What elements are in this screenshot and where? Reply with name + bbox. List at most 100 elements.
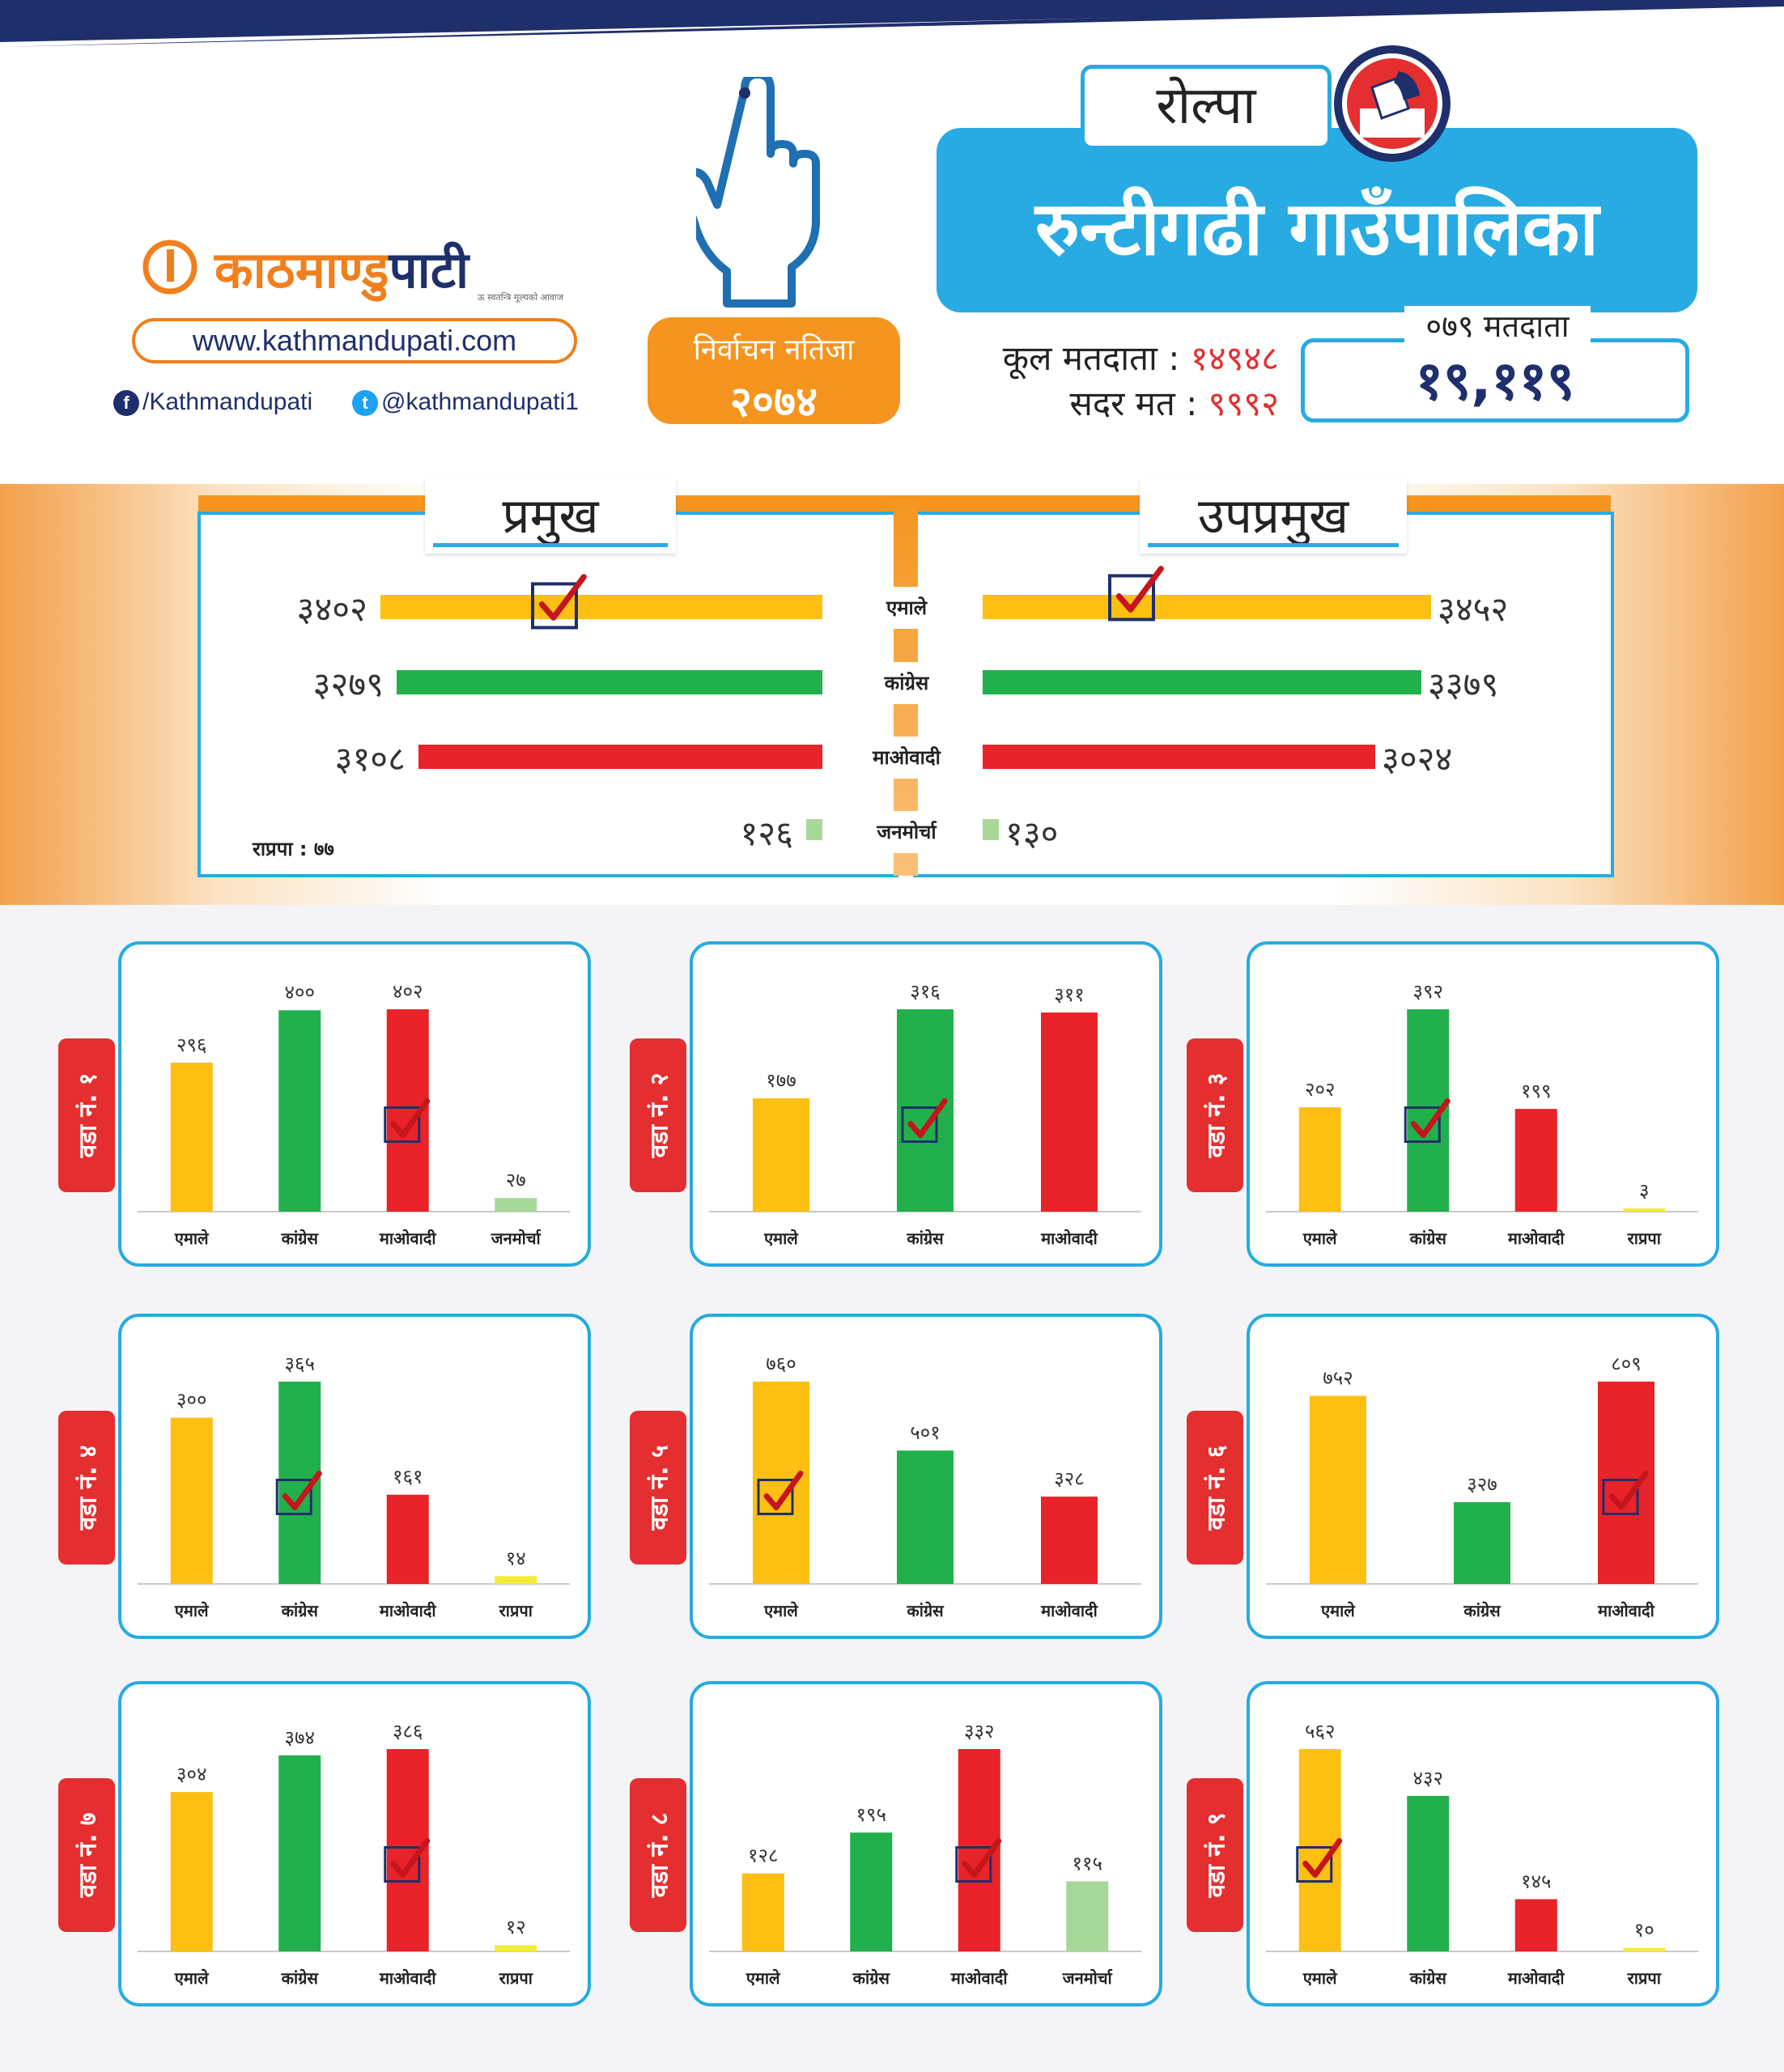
party-label-1: कांग्रेस [850, 662, 963, 704]
ward-chart-6: ७५२ एमाले ३२७ कांग्रेस ८०९ माओवादी [1266, 1352, 1698, 1620]
municipality-title: रुन्टीगढी गाउँपालिका [937, 128, 1697, 312]
category-label: एमाले [174, 1229, 210, 1248]
voters-079-label: ०७९ मतदाता [1404, 306, 1591, 346]
bar-एमाले [1298, 1107, 1341, 1212]
bar-माओवादी [386, 1494, 429, 1584]
category-label: कांग्रेस [1463, 1601, 1502, 1620]
deputy-bar-0 [983, 595, 1431, 619]
winner-check-icon [1404, 1098, 1451, 1143]
facebook-link[interactable]: f/Kathmandupati [113, 388, 312, 417]
top-band [0, 0, 1784, 47]
voters-079-box: १९,११९ [1301, 338, 1689, 422]
valid-votes-value: ९९९२ [1208, 384, 1279, 423]
data-label: ११५ [1073, 1852, 1102, 1875]
winner-check-icon [901, 1098, 948, 1143]
ward-title: वडा नं. ४ [74, 1445, 103, 1531]
ward-title: वडा नं. ७ [74, 1812, 103, 1898]
data-label: ३०० [176, 1389, 206, 1412]
data-label: ३११ [1054, 983, 1084, 1006]
deputy-value-3: १३० [1005, 813, 1059, 853]
data-label: १० [1634, 1919, 1654, 1942]
bar-एमाले [170, 1792, 213, 1951]
bar-जनमोर्चा [495, 1198, 537, 1212]
deputy-value-1: ३३७९ [1428, 664, 1499, 704]
data-label: ३८६ [393, 1720, 423, 1743]
bar-एमाले [170, 1417, 213, 1584]
ward-label-7: वडा नं. ७ [58, 1778, 115, 1932]
ward-chart-1: २९६ एमाले ४०० कांग्रेस ४०२ माओवादी २७ जनमोर्चा [138, 980, 570, 1248]
category-label: कांग्रेस [281, 1229, 320, 1248]
ward-card-7: ३०४ एमाले ३७४ कांग्रेस ३८६ माओवादी १२ राप्रपा [118, 1681, 591, 2006]
data-label: ५०१ [910, 1421, 940, 1444]
category-label: राप्रपा [1627, 1968, 1662, 1988]
category-label: एमाले [174, 1968, 210, 1988]
party-label-2: माओवादी [850, 737, 963, 779]
data-label: ५६२ [1305, 1720, 1335, 1743]
ward-title: वडा नं. ९ [1202, 1812, 1231, 1898]
category-label: कांग्रेस [906, 1229, 945, 1248]
twitter-link[interactable]: t @kathmandupati1 [352, 388, 579, 417]
ballot-box-icon [1334, 45, 1451, 162]
ward-title: वडा नं. ८ [645, 1812, 674, 1898]
bar-एमाले [170, 1062, 213, 1212]
ward-card-6: ७५२ एमाले ३२७ कांग्रेस ८०९ माओवादी [1247, 1314, 1719, 1639]
category-label: राप्रपा [1627, 1229, 1662, 1248]
winner-check-icon [1602, 1471, 1649, 1515]
website-link[interactable]: www.kathmandupati.com [132, 318, 577, 363]
ward-label-9: वडा नं. ९ [1187, 1778, 1243, 1932]
data-label: १४ [506, 1547, 526, 1569]
winner-check-icon [955, 1838, 1002, 1883]
category-label: एमाले [1302, 1229, 1338, 1248]
ward-chart-2: १७७ एमाले ३१६ कांग्रेस ३११ माओवादी [709, 980, 1141, 1248]
data-label: १९९ [1521, 1080, 1551, 1102]
category-label: जनमोर्चा [491, 1229, 542, 1248]
chief-bar-0 [380, 595, 822, 619]
chief-value-2: ३१०८ [334, 739, 406, 779]
deputy-winner-check-icon [1108, 566, 1164, 622]
bar-एमाले [753, 1382, 809, 1584]
ward-chart-7: ३०४ एमाले ३७४ कांग्रेस ३८६ माओवादी १२ राप्रपा [138, 1720, 570, 1988]
ward-title: वडा नं. ५ [645, 1445, 674, 1531]
bar-कांग्रेस [1454, 1501, 1510, 1584]
ward-chart-8: १२८ एमाले १९५ कांग्रेस ३३२ माओवादी ११५ जनमोर्च… [709, 1720, 1141, 1988]
data-label: १९५ [856, 1803, 886, 1826]
bar-राप्रपा [1623, 1947, 1666, 1951]
chief-value-0: ३४०२ [296, 589, 367, 629]
deputy-bar-1 [983, 670, 1421, 694]
category-label: एमाले [763, 1229, 799, 1248]
data-label: ४०० [285, 981, 315, 1004]
ward-card-9: ५६२ एमाले ४३२ कांग्रेस १४५ माओवादी १० राप्रपा [1247, 1681, 1719, 2006]
data-label: ७५२ [1323, 1367, 1353, 1390]
data-label: ३२८ [1054, 1467, 1084, 1490]
logo-tagline: ऊ स्वतन्त्रि मूल्यको आवाज [478, 292, 563, 303]
chief-value-1: ३२७९ [312, 664, 384, 704]
deputy-value-0: ३४५२ [1438, 589, 1509, 629]
category-label: राप्रपा [499, 1968, 533, 1988]
ward-label-2: वडा नं. २ [630, 1038, 686, 1192]
bar-कांग्रेस [850, 1832, 893, 1951]
data-label: ३०४ [176, 1763, 206, 1785]
bar-जनमोर्चा [1066, 1881, 1109, 1951]
ward-label-3: वडा नं. ३ [1187, 1038, 1243, 1192]
deputy-tab: उपप्रमुख [1140, 479, 1407, 554]
category-label: कांग्रेस [852, 1968, 891, 1988]
ward-title: वडा नं. ६ [1202, 1445, 1231, 1531]
ward-title: वडा नं. २ [645, 1072, 674, 1158]
ward-label-4: वडा नं. ४ [58, 1411, 115, 1565]
winner-check-icon [275, 1471, 322, 1515]
logo-mark-icon [142, 240, 198, 295]
category-label: कांग्रेस [1409, 1229, 1448, 1248]
chief-tab: प्रमुख [425, 479, 676, 554]
ward-chart-3: २०२ एमाले ३९२ कांग्रेस १९९ माओवादी ३ राप्रपा [1266, 980, 1698, 1248]
ward-label-1: वडा नं. १ [58, 1038, 115, 1192]
inked-finger-icon [696, 77, 820, 308]
ward-label-8: वडा नं. ८ [630, 1778, 686, 1932]
category-label: एमाले [174, 1601, 210, 1620]
category-label: एमाले [745, 1968, 781, 1988]
chief-bar-1 [397, 670, 822, 694]
data-label: २०२ [1305, 1078, 1335, 1101]
category-label: माओवादी [1507, 1229, 1565, 1248]
chief-box [198, 512, 898, 877]
total-voters-value: १४९४८ [1190, 338, 1279, 378]
ward-card-8: १२८ एमाले १९५ कांग्रेस ३३२ माओवादी ११५ जनमोर्च… [690, 1681, 1162, 2006]
